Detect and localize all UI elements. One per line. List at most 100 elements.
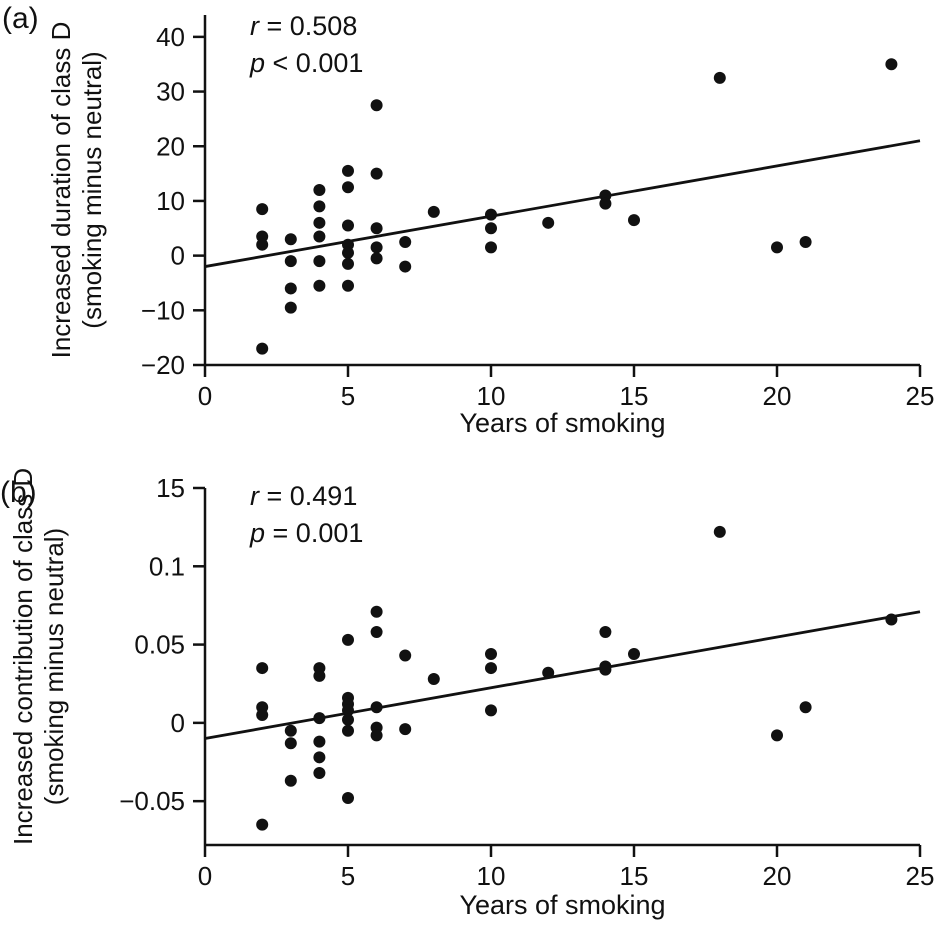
data-point [427, 673, 440, 686]
panel-b-y-axis-label-line2: (smoking minus neutral) [39, 527, 69, 806]
scatter-plot-b: 0 5 10 15 20 25 −0.05 0 0.05 0.1 15 [119, 473, 935, 891]
data-point [313, 751, 326, 764]
data-point [256, 230, 269, 243]
data-point [370, 222, 383, 235]
panel-b-stats-annotation: r = 0.491 p = 0.001 [250, 478, 363, 552]
x-tick-label: 25 [906, 381, 935, 411]
data-point [399, 723, 412, 736]
p-value-text: < 0.001 [265, 48, 364, 78]
data-point [256, 203, 269, 216]
data-point [342, 164, 354, 177]
data-point [313, 230, 326, 243]
panel-a-label: (a) [2, 2, 39, 35]
data-point [427, 205, 440, 218]
data-point [370, 701, 383, 714]
p-value-text: = 0.001 [265, 518, 364, 548]
y-tick-label: 0 [171, 241, 185, 271]
data-point [313, 766, 326, 779]
r-value-text: = 0.508 [259, 11, 358, 41]
data-point [342, 792, 354, 805]
x-tick-label: 15 [620, 381, 649, 411]
x-tick-label: 5 [341, 861, 355, 891]
data-point [399, 649, 412, 662]
data-point [885, 58, 898, 71]
y-tick-label: 40 [156, 22, 185, 52]
data-point [485, 662, 497, 675]
data-point [313, 216, 326, 229]
r-symbol: r [250, 11, 259, 41]
y-tick-label: 10 [156, 186, 185, 216]
panel-b-x-axis-label: Years of smoking [459, 890, 666, 920]
y-tick-label: −0.05 [119, 786, 185, 816]
data-point [771, 241, 783, 254]
panel-a-p-value: p < 0.001 [250, 45, 363, 82]
panel-b: 0 5 10 15 20 25 −0.05 0 0.05 0.1 15 (b) Increased … [0, 460, 936, 931]
data-point [342, 704, 354, 717]
data-point [713, 71, 726, 84]
x-tick-label: 20 [763, 861, 792, 891]
data-point [342, 181, 354, 194]
data-point [370, 252, 383, 265]
data-point [599, 626, 612, 639]
y-tick-label: 0 [171, 708, 185, 738]
data-point [771, 729, 783, 742]
data-point [256, 709, 269, 722]
panel-a: 0 5 10 15 20 25 −20 −10 0 10 20 30 40 (a) Increased … [0, 0, 936, 458]
panel-a-y-axis-label: Increased duration of class D (smoking m… [46, 15, 108, 365]
data-point [628, 214, 640, 227]
data-point [342, 279, 354, 292]
data-point [370, 99, 383, 112]
panel-b-y-axis-label: Increased contribution of class D (smoki… [8, 468, 70, 845]
data-point [370, 241, 383, 254]
data-point [284, 255, 297, 268]
y-tick-label: 30 [156, 77, 185, 107]
data-point [599, 189, 612, 202]
data-point [256, 662, 269, 675]
data-point [399, 260, 412, 273]
panel-a-y-axis-label-line2: (smoking minus neutral) [77, 51, 107, 329]
data-point [370, 729, 383, 742]
data-point [284, 233, 297, 246]
panel-a-r-value: r = 0.508 [250, 8, 363, 45]
x-tick-label: 10 [477, 861, 506, 891]
x-tick-label: 0 [198, 861, 212, 891]
data-point [370, 167, 383, 180]
panel-b-p-value: p = 0.001 [250, 515, 363, 552]
x-tick-label: 5 [341, 381, 355, 411]
data-point [399, 235, 412, 248]
data-point [342, 219, 354, 232]
x-tick-label: 10 [477, 381, 506, 411]
p-symbol: p [250, 48, 266, 78]
panel-b-label: (b) [0, 476, 37, 509]
x-tick-label: 25 [906, 861, 935, 891]
p-symbol: p [250, 518, 266, 548]
trend-line [204, 139, 921, 268]
data-point [342, 238, 354, 251]
data-point [799, 701, 812, 714]
data-point [599, 663, 612, 676]
data-point [370, 605, 383, 618]
data-point [713, 525, 726, 538]
data-point [485, 241, 497, 254]
data-point [313, 279, 326, 292]
y-tick-label: 0.05 [134, 630, 185, 660]
panel-a-stats-annotation: r = 0.508 p < 0.001 [250, 8, 363, 82]
data-point [342, 724, 354, 737]
y-tick-label: 20 [156, 131, 185, 161]
x-tick-label: 20 [763, 381, 792, 411]
data-point [370, 626, 383, 639]
panel-a-x-axis-label: Years of smoking [459, 408, 666, 438]
data-point [485, 222, 497, 235]
data-point [284, 282, 297, 295]
data-point [485, 704, 497, 717]
x-tick-label: 15 [620, 861, 649, 891]
data-point [313, 255, 326, 268]
data-point [256, 342, 269, 355]
y-tick-label: −20 [141, 350, 185, 380]
data-point [342, 246, 354, 259]
panel-a-y-axis-label-line1: Increased duration of class D [46, 21, 76, 359]
data-point [885, 613, 898, 626]
y-tick-label: 0.1 [149, 551, 185, 581]
data-point [342, 713, 354, 726]
